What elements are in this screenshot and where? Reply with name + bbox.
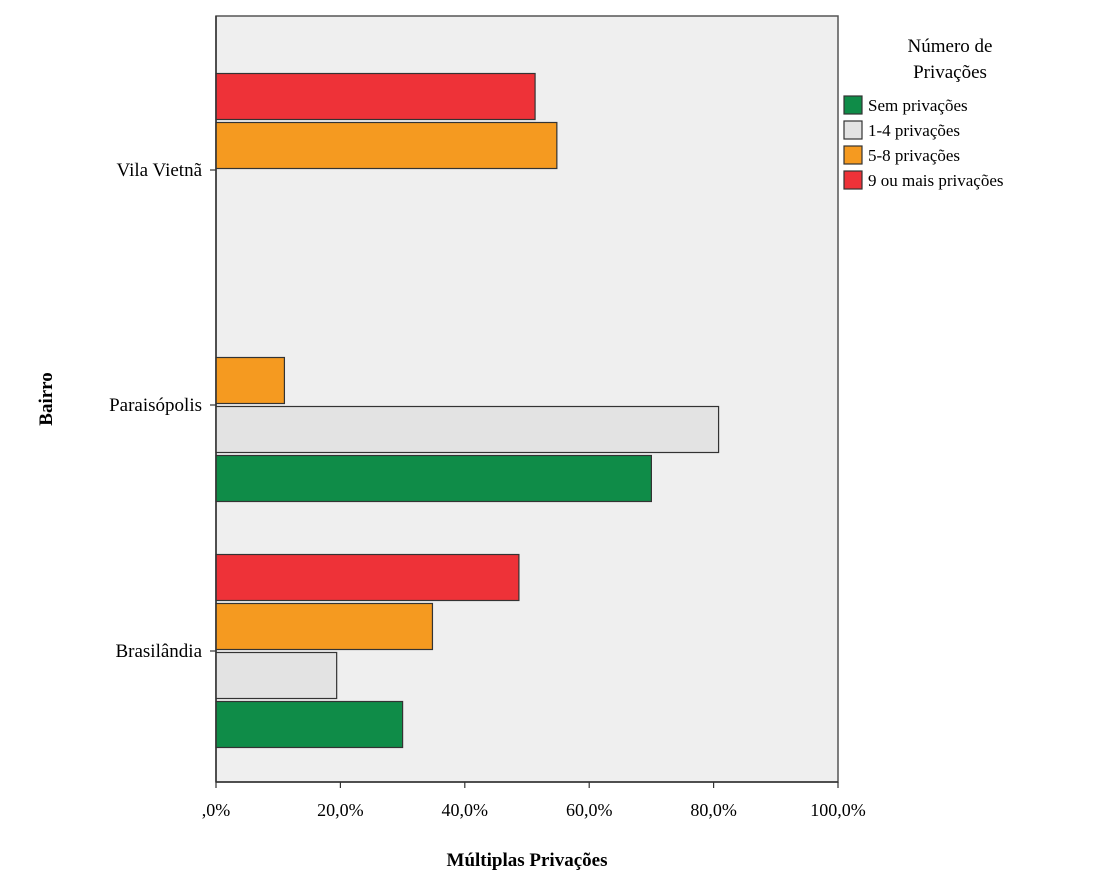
legend-item: 5-8 privações bbox=[843, 145, 960, 165]
bar-vila-vietn--series-4 bbox=[215, 72, 536, 121]
bar-parais-polis-series-3 bbox=[215, 356, 286, 405]
legend-swatch bbox=[843, 170, 863, 190]
legend: Número de Privações Sem privações 1-4 pri… bbox=[843, 36, 1004, 190]
bar-vila-vietn--series-3 bbox=[215, 121, 558, 170]
bar-brasil-ndia-series-4 bbox=[215, 553, 520, 602]
legend-label: Sem privações bbox=[868, 96, 968, 115]
y-category-label: Brasilândia bbox=[115, 641, 202, 662]
legend-title-line-2: Privações bbox=[913, 62, 987, 83]
legend-title-line-1: Número de bbox=[908, 36, 993, 57]
legend-label: 9 ou mais privações bbox=[868, 171, 1004, 190]
legend-item: 1-4 privações bbox=[843, 120, 960, 140]
legend-label: 5-8 privações bbox=[868, 146, 960, 165]
x-tick-label: 40,0% bbox=[442, 800, 489, 820]
x-tick-label: ,0% bbox=[202, 800, 231, 820]
x-tick-label: 60,0% bbox=[566, 800, 613, 820]
legend-item: Sem privações bbox=[843, 95, 968, 115]
bar-parais-polis-series-1 bbox=[215, 454, 652, 503]
bar-brasil-ndia-series-2 bbox=[215, 651, 338, 700]
legend-item: 9 ou mais privações bbox=[843, 170, 1004, 190]
legend-swatch bbox=[843, 95, 863, 115]
legend-swatch bbox=[843, 120, 863, 140]
legend-swatch bbox=[843, 145, 863, 165]
y-category-label: Vila Vietnã bbox=[117, 160, 203, 181]
legend-label: 1-4 privações bbox=[868, 121, 960, 140]
x-tick-label: 80,0% bbox=[690, 800, 737, 820]
y-category-label: Paraisópolis bbox=[109, 395, 202, 416]
y-axis-title: Bairro bbox=[36, 372, 57, 425]
x-tick-label: 20,0% bbox=[317, 800, 364, 820]
bar-brasil-ndia-series-1 bbox=[215, 700, 404, 749]
bar-brasil-ndia-series-3 bbox=[215, 602, 434, 651]
bar-parais-polis-series-2 bbox=[215, 405, 720, 454]
x-axis-title: Múltiplas Privações bbox=[447, 850, 608, 871]
x-tick-label: 100,0% bbox=[810, 800, 866, 820]
